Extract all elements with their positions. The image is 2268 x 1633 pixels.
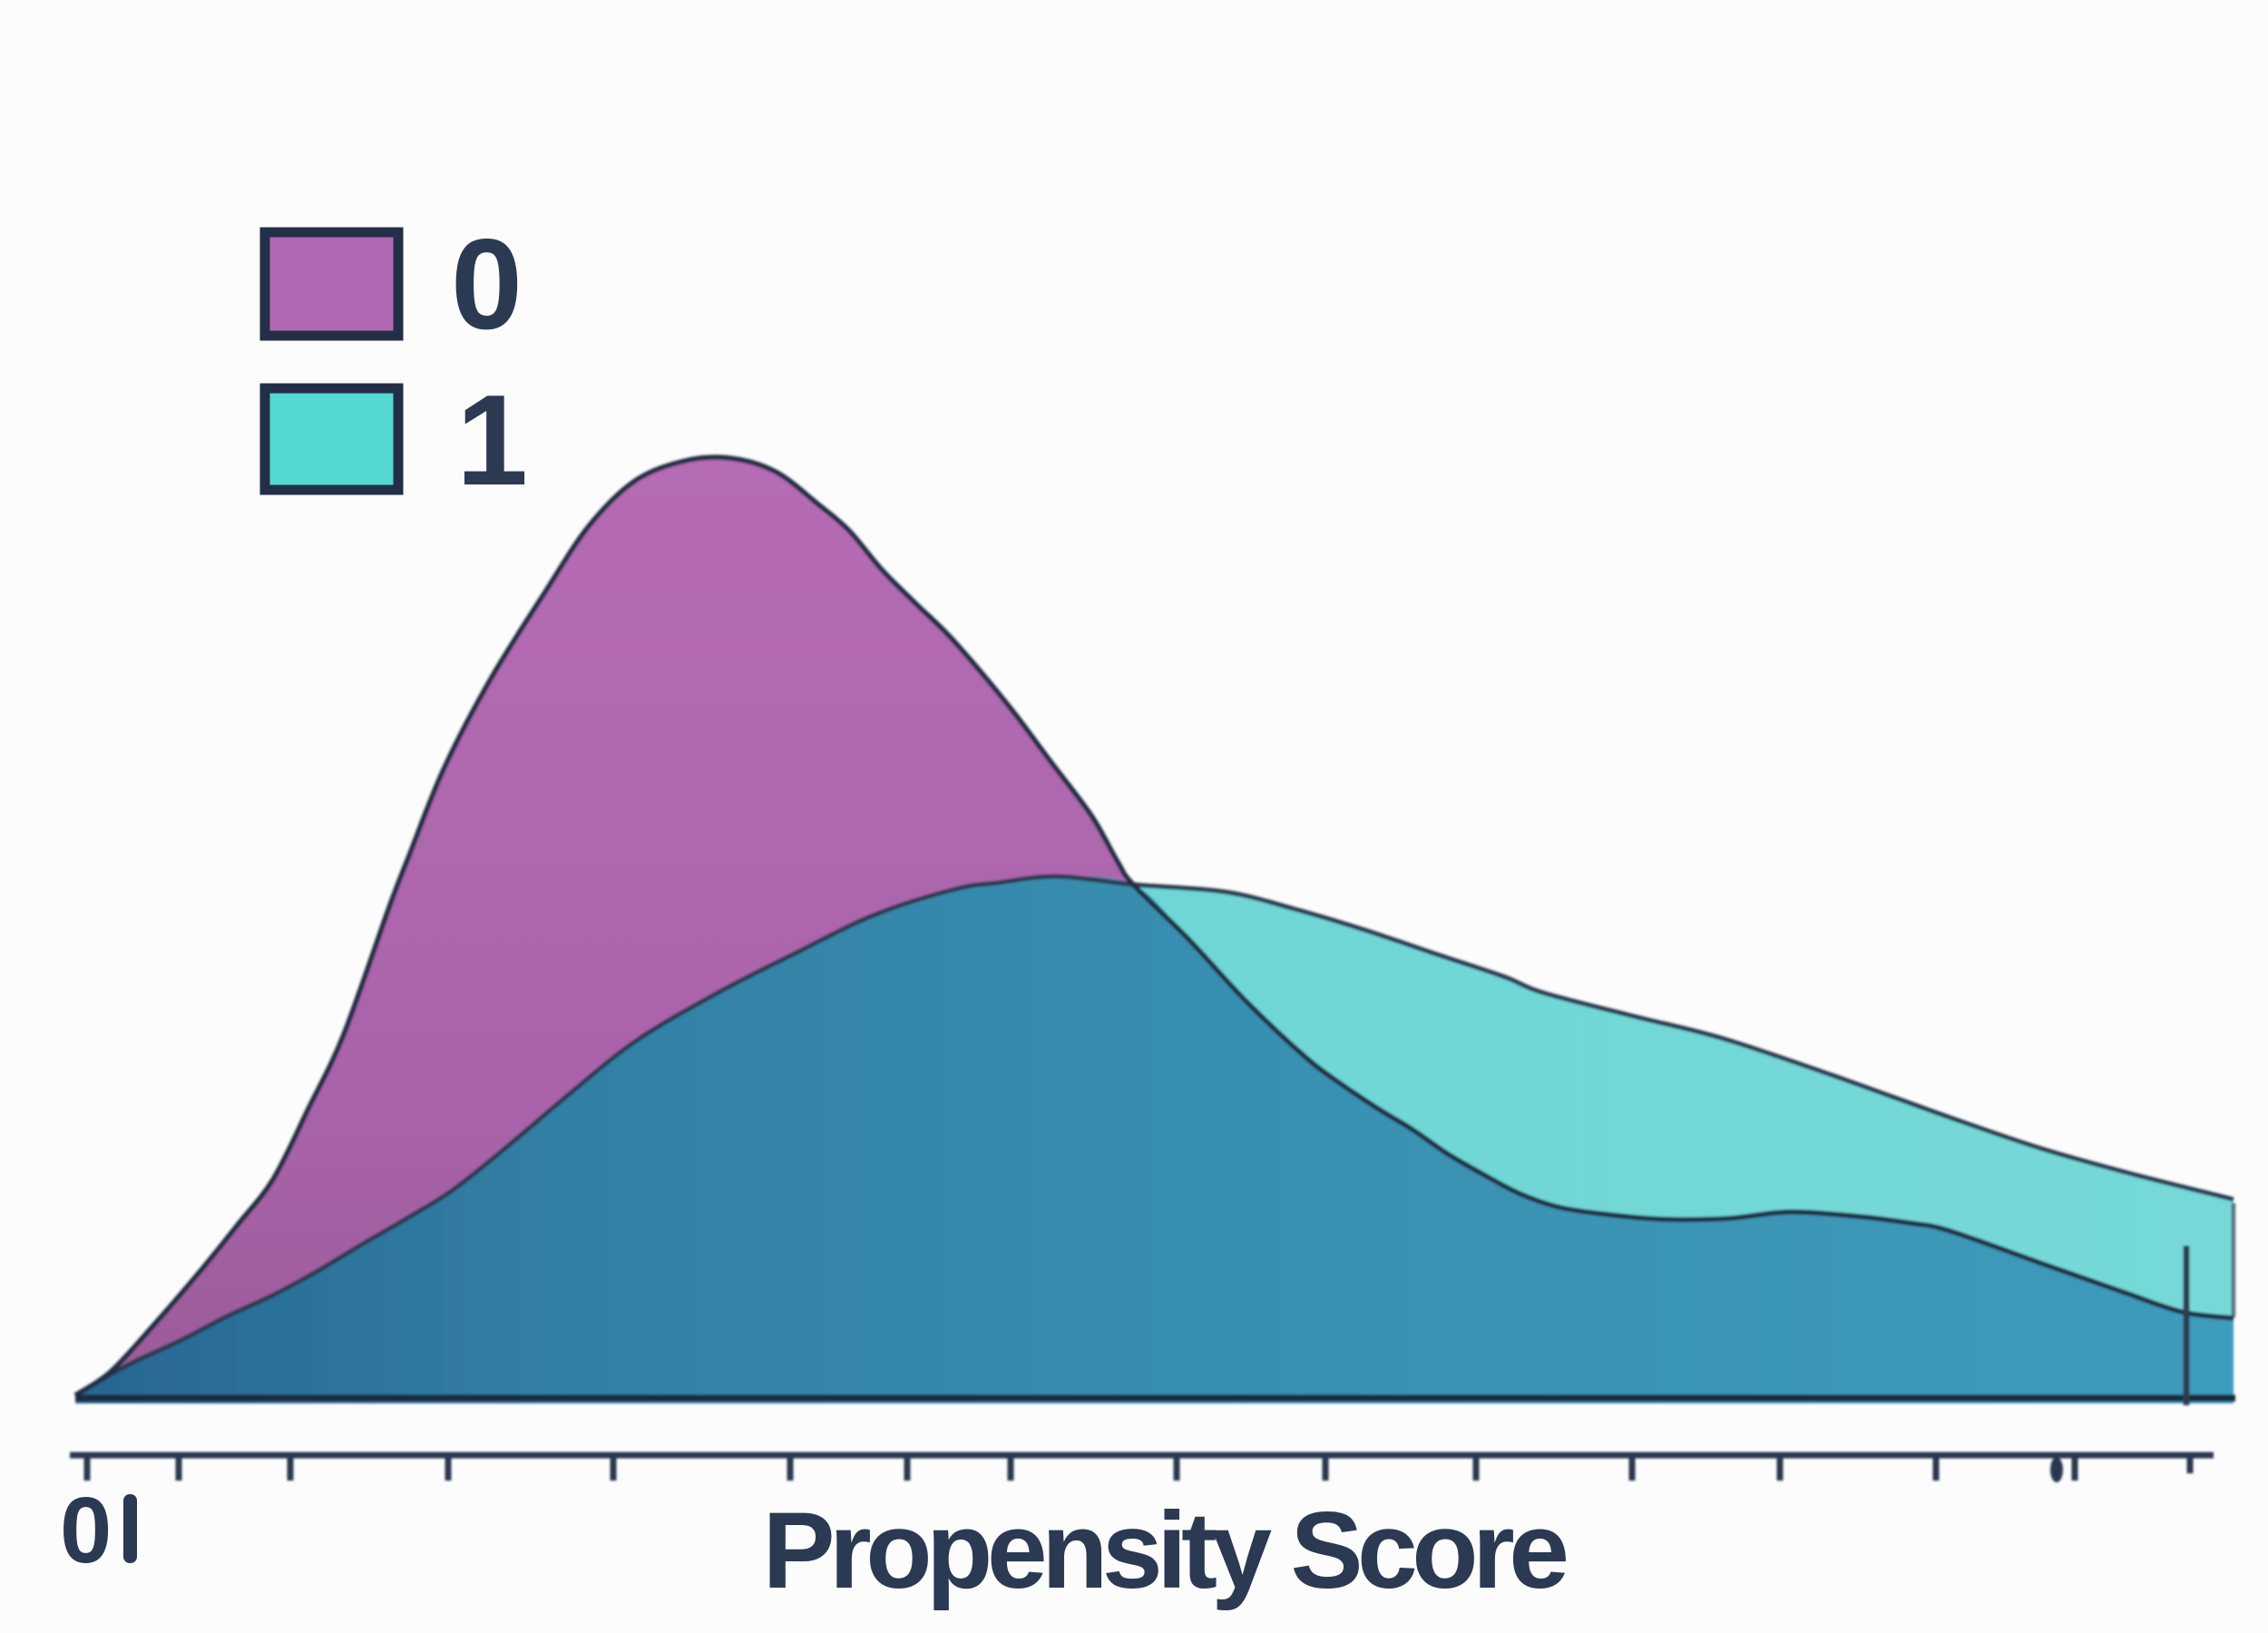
svg-text:0: 0 — [451, 212, 523, 357]
svg-text:0: 0 — [60, 1478, 112, 1582]
svg-text:1: 1 — [456, 368, 528, 513]
svg-text:Propensity Score: Propensity Score — [762, 1490, 1566, 1611]
